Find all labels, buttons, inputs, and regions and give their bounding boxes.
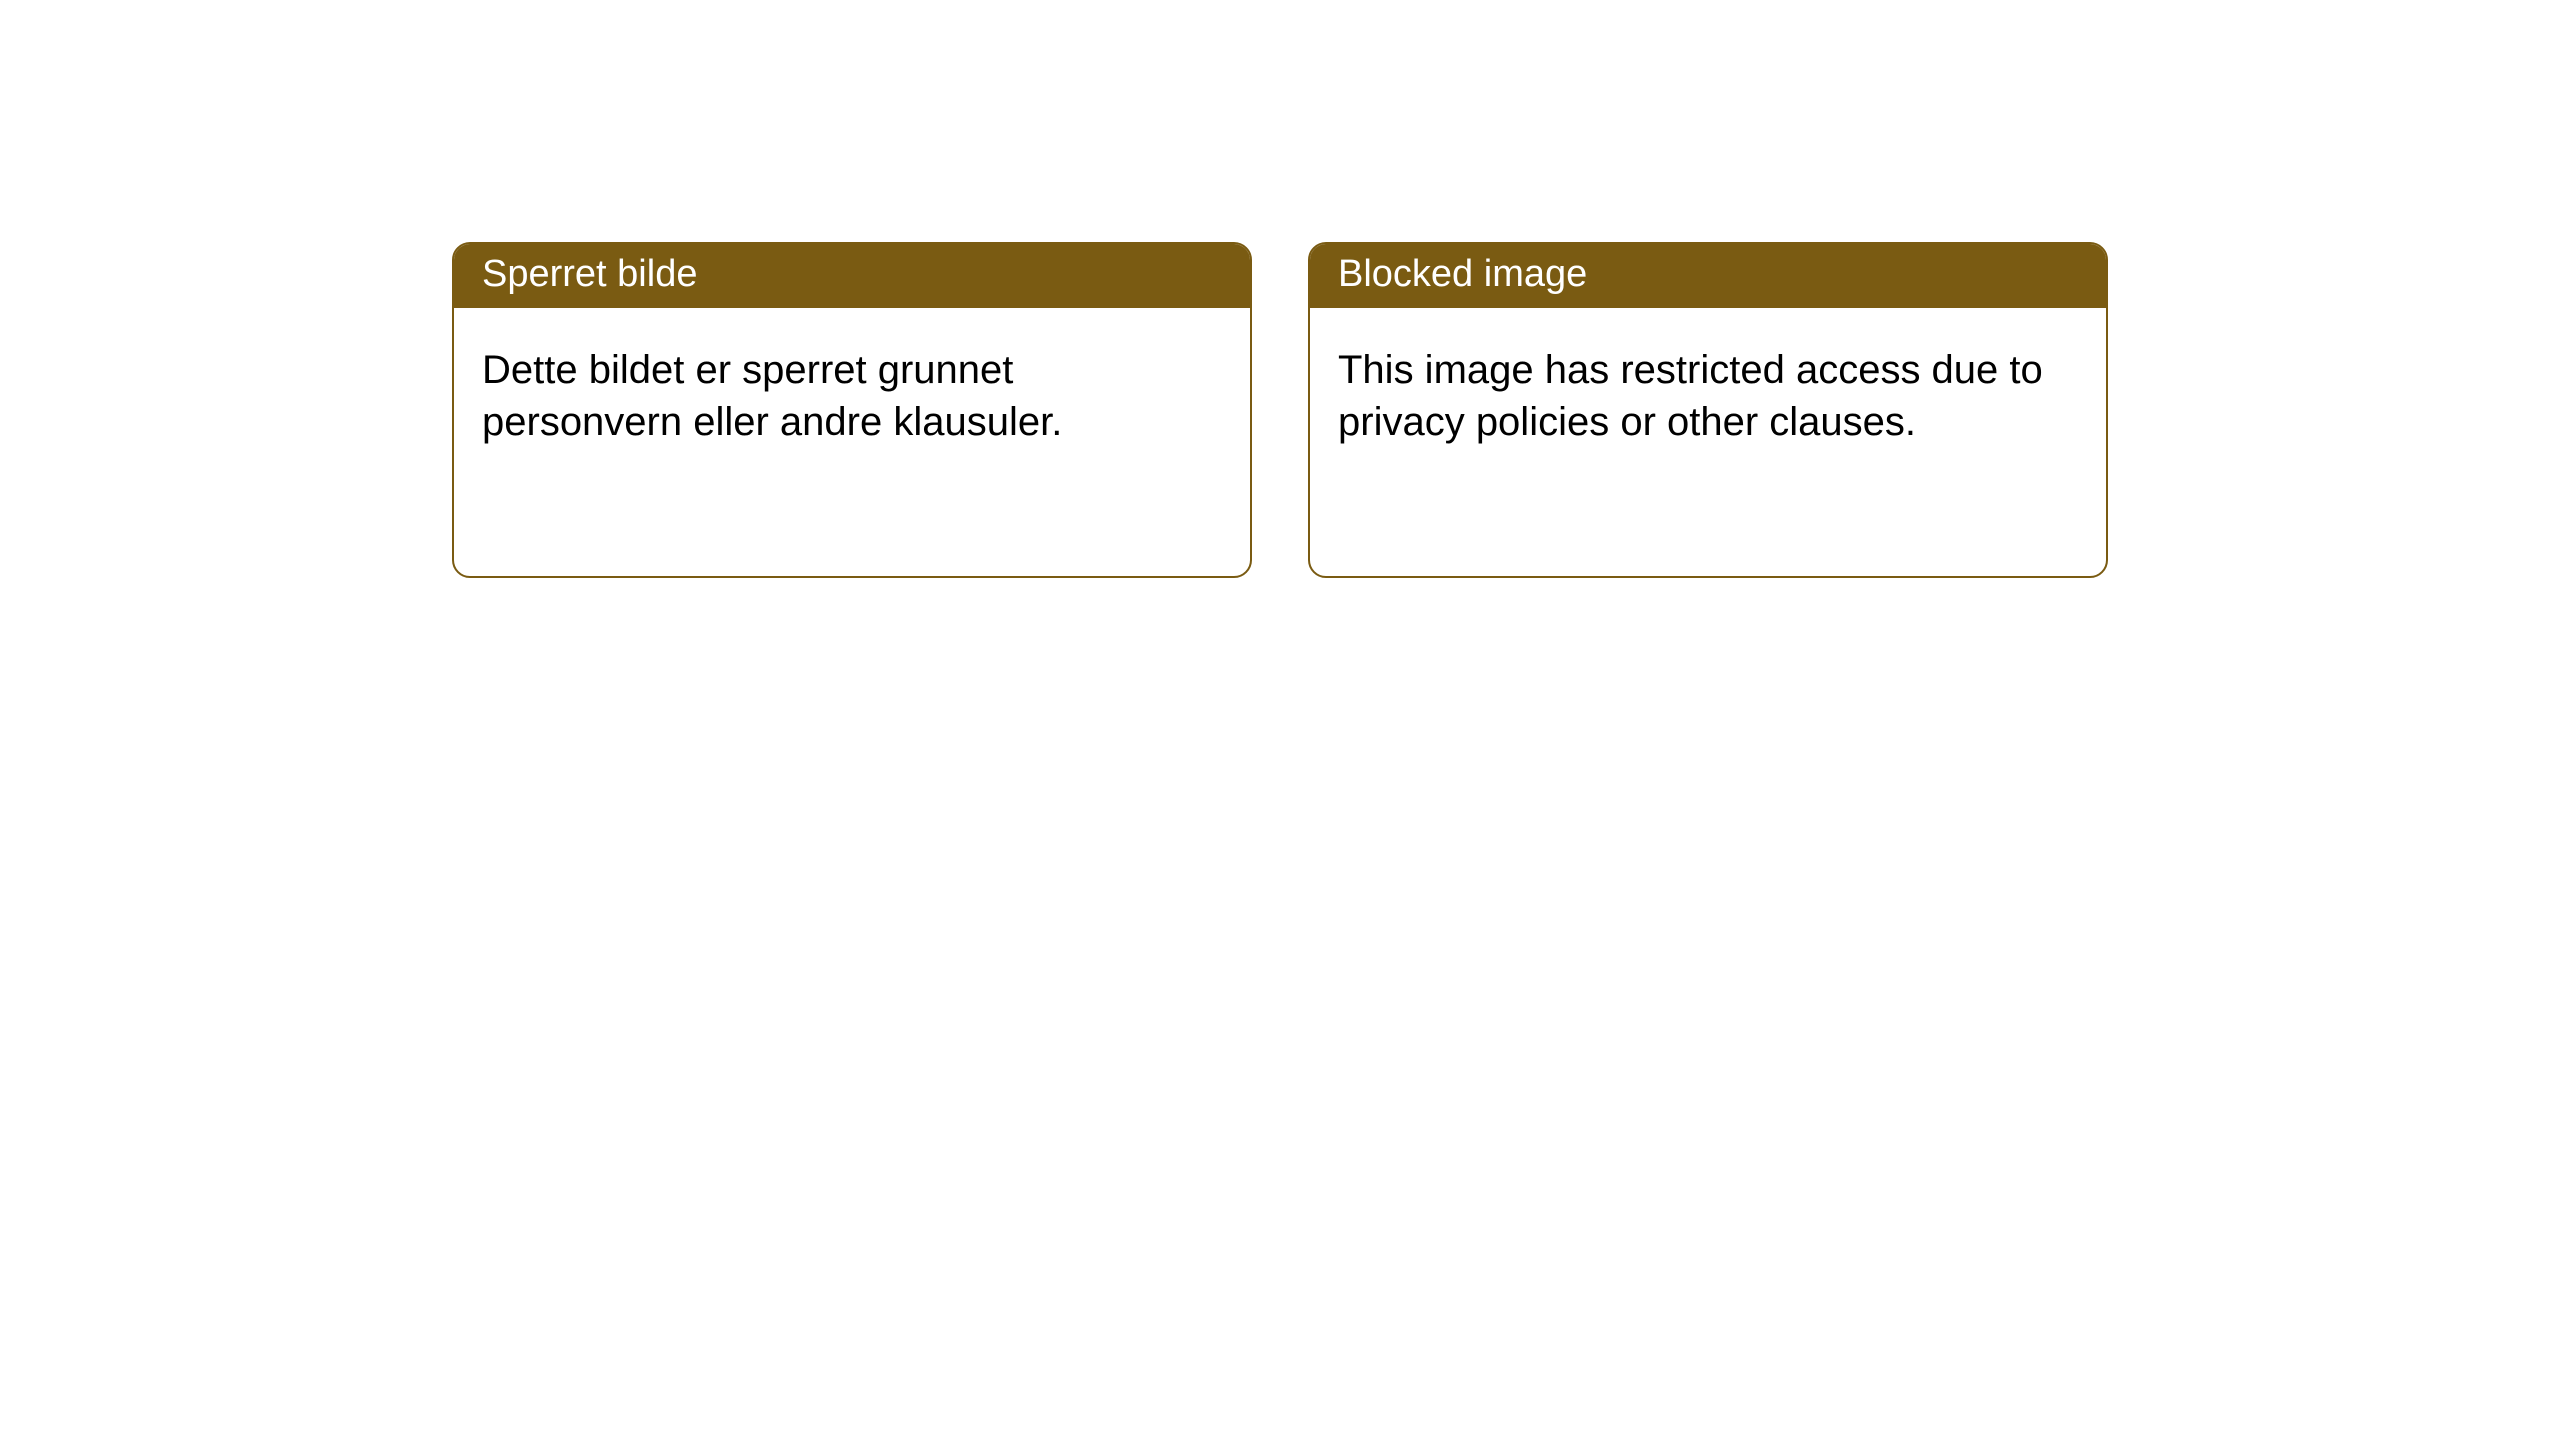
- notice-container: Sperret bilde Dette bildet er sperret gr…: [0, 0, 2560, 578]
- notice-title: Sperret bilde: [454, 244, 1250, 308]
- notice-title: Blocked image: [1310, 244, 2106, 308]
- notice-body-text: Dette bildet er sperret grunnet personve…: [454, 308, 1250, 484]
- notice-body-text: This image has restricted access due to …: [1310, 308, 2106, 484]
- notice-card-english: Blocked image This image has restricted …: [1308, 242, 2108, 578]
- notice-card-norwegian: Sperret bilde Dette bildet er sperret gr…: [452, 242, 1252, 578]
